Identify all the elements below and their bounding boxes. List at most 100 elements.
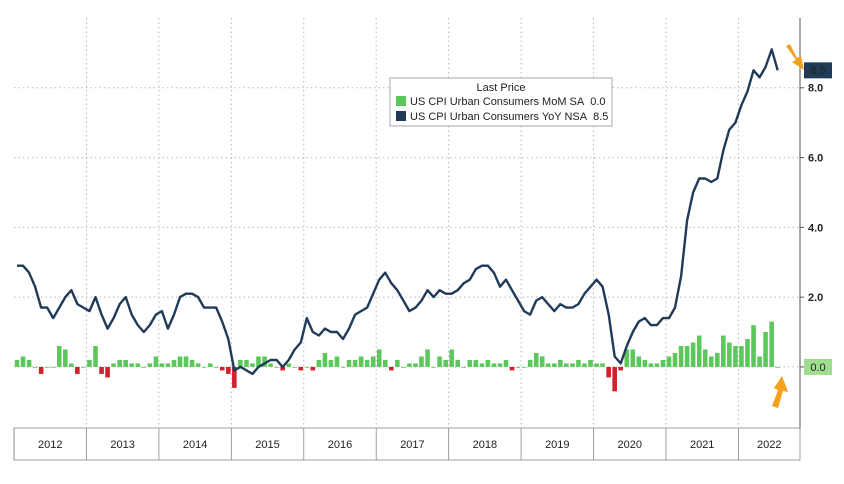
bar: [648, 363, 654, 367]
bar: [201, 366, 207, 368]
bar: [111, 363, 116, 367]
bar: [539, 356, 545, 367]
bar: [660, 359, 666, 367]
y-tick-label: 8.0: [808, 83, 823, 95]
bar: [256, 356, 261, 367]
bar: [32, 366, 38, 368]
x-tick-label: 2019: [545, 439, 569, 451]
bar: [606, 366, 611, 378]
last-price-label: 8.5: [810, 65, 825, 77]
bar: [727, 342, 732, 367]
bar: [123, 359, 128, 367]
legend-title: Last Price: [477, 82, 526, 94]
bar: [177, 356, 183, 367]
bar: [715, 352, 720, 367]
bar: [431, 366, 436, 368]
bar: [407, 363, 412, 367]
bar: [26, 359, 32, 367]
bar: [533, 352, 539, 367]
bar: [413, 363, 418, 367]
bar: [81, 366, 86, 368]
x-tick-label: 2013: [110, 439, 134, 451]
legend-last-value: 0.0: [590, 96, 605, 108]
bar: [733, 346, 738, 367]
bar: [564, 363, 569, 367]
bar: [479, 363, 485, 367]
bar: [280, 366, 285, 371]
bar: [20, 356, 26, 367]
bar: [316, 359, 322, 367]
x-tick-label: 2021: [690, 439, 714, 451]
bar: [558, 359, 563, 367]
bar: [50, 366, 56, 368]
legend-last-value: 8.5: [593, 111, 608, 123]
bar: [117, 359, 122, 367]
last-price-label: 0.0: [810, 362, 825, 374]
bar: [485, 359, 491, 367]
bar: [503, 359, 509, 367]
bar: [395, 359, 400, 367]
bar: [328, 359, 334, 367]
bar: [455, 359, 460, 367]
arrow: [772, 376, 788, 408]
bar: [238, 359, 243, 367]
bar: [600, 363, 605, 367]
bar: [135, 363, 141, 367]
last-price-box: [804, 358, 832, 375]
bar: [696, 335, 702, 367]
bar: [684, 346, 690, 367]
bar: [630, 349, 636, 367]
bar: [304, 366, 310, 368]
x-tick-label: 2018: [473, 439, 497, 451]
bar: [763, 332, 768, 367]
bar: [552, 363, 557, 367]
bar: [437, 356, 442, 367]
bar: [690, 342, 696, 367]
bar: [425, 349, 430, 367]
bar: [292, 366, 297, 368]
bar: [147, 363, 153, 367]
bar: [473, 359, 479, 367]
bar: [612, 366, 617, 392]
bar: [153, 356, 159, 367]
bar: [99, 366, 104, 374]
bar: [346, 359, 352, 367]
bar: [268, 363, 273, 367]
last-price-box: [804, 62, 832, 79]
bar: [570, 363, 575, 367]
bar: [497, 363, 503, 367]
bar: [226, 366, 231, 374]
bar: [262, 356, 267, 367]
bar: [195, 363, 201, 367]
bar: [334, 356, 340, 367]
x-tick-label: 2017: [400, 439, 424, 451]
bar: [358, 356, 364, 367]
x-tick-label: 2015: [255, 439, 279, 451]
bar: [364, 359, 370, 367]
bar: [63, 349, 68, 367]
legend-box: [389, 77, 613, 127]
bar: [56, 346, 62, 367]
bar: [44, 366, 50, 368]
legend-swatch: [396, 111, 406, 121]
bar: [545, 363, 551, 367]
bar: [594, 363, 599, 367]
line: [17, 48, 779, 376]
bar: [93, 346, 98, 367]
bar: [219, 366, 225, 371]
bar: [521, 366, 527, 368]
bar: [527, 359, 533, 367]
bar: [443, 359, 448, 367]
x-tick-label: 2012: [38, 439, 62, 451]
bar: [449, 349, 454, 367]
bar: [721, 335, 726, 367]
bar: [739, 346, 744, 367]
legend-label: US CPI Urban Consumers MoM SA: [410, 96, 585, 108]
bar: [310, 366, 316, 371]
x-tick-label: 2022: [757, 439, 781, 451]
bar: [515, 366, 521, 368]
legend-swatch: [396, 96, 406, 106]
bar: [14, 359, 20, 367]
bar: [491, 363, 497, 367]
